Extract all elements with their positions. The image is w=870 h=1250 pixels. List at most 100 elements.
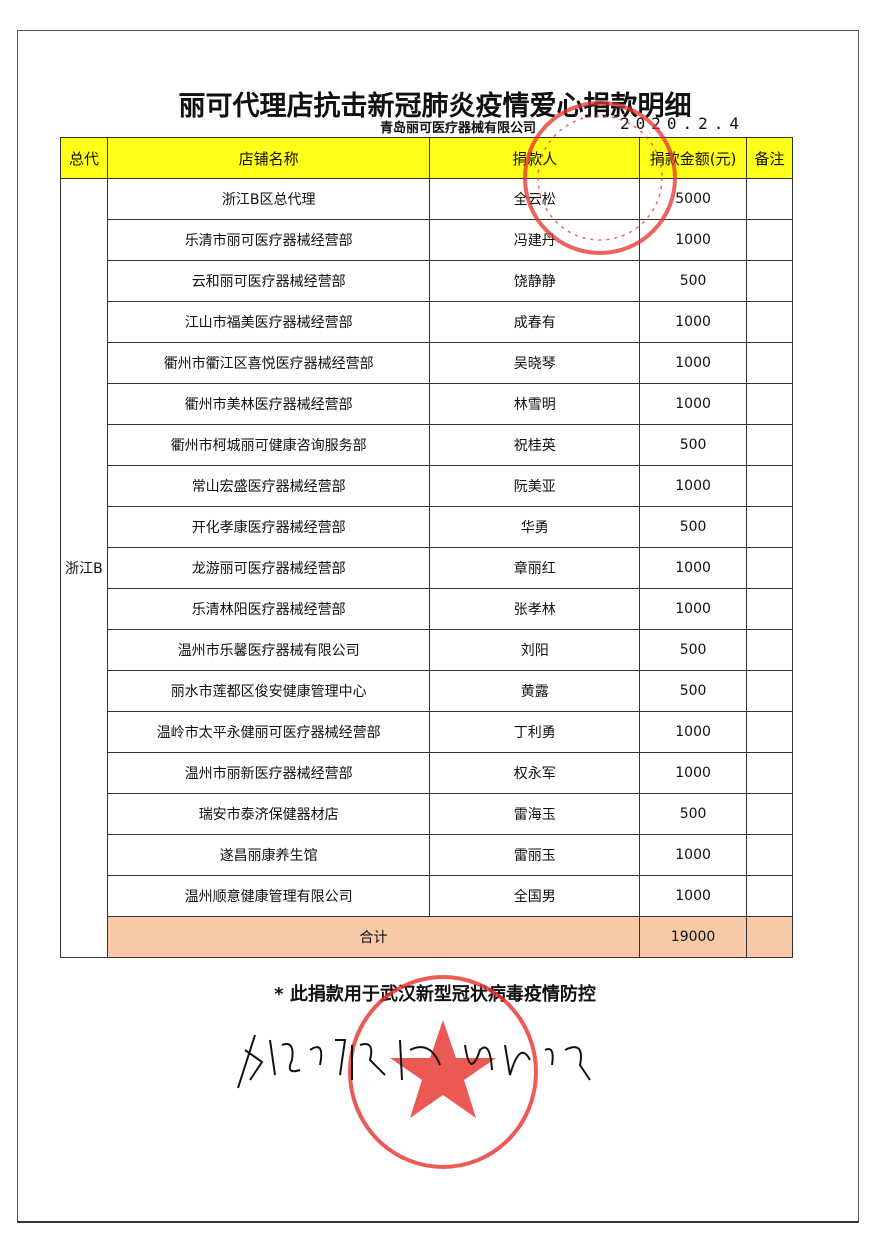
donor-name: 雷丽玉 — [429, 834, 641, 876]
table-row: 丽水市莲都区俊安健康管理中心 黄露 500 — [61, 670, 793, 712]
donation-amount: 500 — [639, 506, 748, 548]
remarks-cell — [746, 178, 793, 220]
table-row: 衢州市衢江区喜悦医疗器械经营部 吴晓琴 1000 — [61, 342, 793, 384]
donation-amount: 500 — [639, 629, 748, 671]
table-row: 温州顺意健康管理有限公司 全国男 1000 — [61, 875, 793, 917]
donor-name: 饶静静 — [429, 260, 641, 302]
remarks-cell — [746, 793, 793, 835]
store-name: 开化孝康医疗器械经营部 — [106, 506, 431, 548]
store-name: 遂昌丽康养生馆 — [106, 834, 431, 876]
donation-amount: 500 — [639, 424, 748, 466]
donation-amount: 1000 — [639, 342, 748, 384]
table-row: 温州市丽新医疗器械经营部 权永军 1000 — [61, 752, 793, 794]
remarks-cell — [746, 465, 793, 507]
remarks-cell — [746, 916, 793, 958]
store-name: 瑞安市泰济保健器材店 — [106, 793, 431, 835]
remarks-cell — [746, 711, 793, 753]
table-row: 江山市福美医疗器械经营部 成春有 1000 — [61, 301, 793, 343]
remarks-cell — [746, 383, 793, 425]
table-row: 温岭市太平永健丽可医疗器械经营部 丁利勇 1000 — [61, 711, 793, 753]
donor-name: 阮美亚 — [429, 465, 641, 507]
table-row: 云和丽可医疗器械经营部 饶静静 500 — [61, 260, 793, 302]
donation-amount: 500 — [639, 260, 748, 302]
donation-amount: 500 — [639, 670, 748, 712]
table-row: 乐清林阳医疗器械经营部 张孝林 1000 — [61, 588, 793, 630]
table-row: 温州市乐馨医疗器械有限公司 刘阳 500 — [61, 629, 793, 671]
donor-name: 丁利勇 — [429, 711, 641, 753]
table-row: 浙江B 浙江B区总代理 全云松 5000 — [60, 178, 793, 958]
store-name: 江山市福美医疗器械经营部 — [106, 301, 431, 343]
donation-amount: 1000 — [639, 383, 748, 425]
donation-amount: 1000 — [639, 301, 748, 343]
remarks-cell — [746, 506, 793, 548]
page-border — [17, 30, 859, 1223]
donation-amount: 1000 — [639, 219, 748, 261]
region-cell: 浙江B — [60, 178, 108, 958]
store-name: 乐清市丽可医疗器械经营部 — [106, 219, 431, 261]
store-name: 衢州市柯城丽可健康咨询服务部 — [106, 424, 431, 466]
donation-amount: 500 — [639, 793, 748, 835]
remarks-cell — [746, 301, 793, 343]
donor-name: 祝桂英 — [429, 424, 641, 466]
remarks-cell — [746, 424, 793, 466]
store-name: 温岭市太平永健丽可医疗器械经营部 — [106, 711, 431, 753]
donation-amount: 1000 — [639, 875, 748, 917]
remarks-cell — [746, 588, 793, 630]
store-name: 云和丽可医疗器械经营部 — [106, 260, 431, 302]
remarks-cell — [746, 875, 793, 917]
remarks-cell — [746, 629, 793, 671]
usage-note: * 此捐款用于武汉新型冠状病毒疫情防控 — [274, 984, 596, 1005]
store-name: 丽水市莲都区俊安健康管理中心 — [106, 670, 431, 712]
donation-amount: 1000 — [639, 711, 748, 753]
donation-amount: 1000 — [639, 588, 748, 630]
remarks-cell — [746, 752, 793, 794]
remarks-cell — [746, 342, 793, 384]
donor-name: 雷海玉 — [429, 793, 641, 835]
donor-name: 冯建丹 — [429, 219, 641, 261]
total-amount: 19000 — [639, 916, 748, 958]
donor-name: 刘阳 — [429, 629, 641, 671]
column-header: 捐款金额(元) — [639, 137, 748, 179]
store-name: 乐清林阳医疗器械经营部 — [106, 588, 431, 630]
table-row: 乐清市丽可医疗器械经营部 冯建丹 1000 — [61, 219, 793, 261]
donation-amount: 5000 — [639, 178, 748, 220]
donation-amount: 1000 — [639, 752, 748, 794]
donor-name: 全国男 — [429, 875, 641, 917]
total-row: 合计 19000 — [61, 916, 793, 958]
table-row: 衢州市柯城丽可健康咨询服务部 祝桂英 500 — [61, 424, 793, 466]
store-name: 衢州市美林医疗器械经营部 — [106, 383, 431, 425]
store-name: 浙江B区总代理 — [106, 178, 431, 220]
table-row: 龙游丽可医疗器械经营部 章丽红 1000 — [61, 547, 793, 589]
donor-name: 张孝林 — [429, 588, 641, 630]
remarks-cell — [746, 834, 793, 876]
store-name: 温州顺意健康管理有限公司 — [106, 875, 431, 917]
donor-name: 成春有 — [429, 301, 641, 343]
donor-name: 吴晓琴 — [429, 342, 641, 384]
donation-amount: 1000 — [639, 834, 748, 876]
company-name: 青岛丽可医疗器械有限公司 — [380, 121, 537, 136]
donation-table: 总代 店铺名称 捐款人 捐款金额(元) 备注 浙江B 浙江B区总代理 全云松 50… — [60, 137, 793, 958]
donor-name: 全云松 — [429, 178, 641, 220]
table-row: 遂昌丽康养生馆 雷丽玉 1000 — [61, 834, 793, 876]
table-row: 开化孝康医疗器械经营部 华勇 500 — [61, 506, 793, 548]
column-header: 捐款人 — [429, 137, 641, 179]
table-row: 瑞安市泰济保健器材店 雷海玉 500 — [61, 793, 793, 835]
store-name: 温州市乐馨医疗器械有限公司 — [106, 629, 431, 671]
donor-name: 权永军 — [429, 752, 641, 794]
store-name: 温州市丽新医疗器械经营部 — [106, 752, 431, 794]
remarks-cell — [746, 219, 793, 261]
donor-name: 黄露 — [429, 670, 641, 712]
store-name: 常山宏盛医疗器械经营部 — [106, 465, 431, 507]
column-header: 店铺名称 — [106, 137, 431, 179]
table-row: 常山宏盛医疗器械经营部 阮美亚 1000 — [61, 465, 793, 507]
table-header: 总代 店铺名称 捐款人 捐款金额(元) 备注 — [60, 137, 793, 179]
store-name: 衢州市衢江区喜悦医疗器械经营部 — [106, 342, 431, 384]
remarks-cell — [746, 260, 793, 302]
donor-name: 华勇 — [429, 506, 641, 548]
donor-name: 章丽红 — [429, 547, 641, 589]
total-label: 合计 — [106, 916, 641, 958]
donation-amount: 1000 — [639, 465, 748, 507]
remarks-cell — [746, 547, 793, 589]
remarks-cell — [746, 670, 793, 712]
